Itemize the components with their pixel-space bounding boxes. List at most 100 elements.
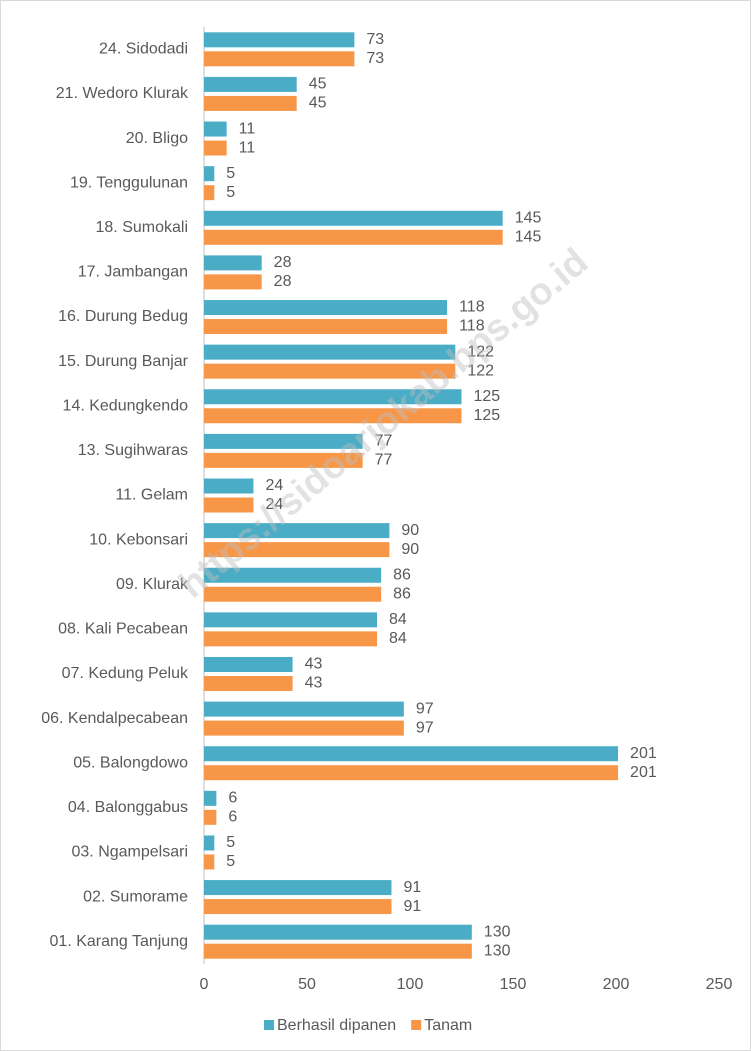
data-label: 125 [474,407,501,424]
bar [204,166,215,182]
y-tick-label: 06. Kendalpecabean [41,710,188,727]
bar [204,567,382,583]
y-tick-label: 18. Sumokali [96,219,189,236]
y-tick-label: 21. Wedoro Klurak [56,85,189,102]
bar [204,319,448,335]
data-label: 145 [515,210,542,227]
bar [204,809,217,825]
data-label: 5 [226,853,235,870]
y-tick-label: 13. Sugihwaras [78,442,188,459]
bar [204,542,390,558]
bar [204,943,472,959]
data-label: 122 [467,362,494,379]
data-label: 201 [630,764,657,781]
data-label: 43 [305,656,323,673]
bar [204,255,262,271]
y-tick-label: 10. Kebonsari [89,531,188,548]
y-tick-label: 07. Kedung Peluk [62,665,189,682]
data-label: 28 [274,254,292,271]
bar [204,408,462,424]
bar [204,76,297,92]
bar [204,478,254,494]
x-tick-label: 0 [200,976,209,993]
bar [204,344,456,360]
bar [204,185,215,201]
data-label: 130 [484,942,511,959]
bar [204,631,378,647]
bar [204,746,619,762]
bar [204,51,355,67]
y-tick-label: 05. Balongdowo [73,754,188,771]
data-label: 5 [226,184,235,201]
y-tick-label: 19. Tenggulunan [70,174,188,191]
data-label: 11 [239,139,256,156]
bar [204,210,503,226]
data-label: 45 [309,95,327,112]
data-label: 5 [226,165,235,182]
data-label: 97 [416,719,434,736]
data-label: 28 [274,273,292,290]
data-label: 118 [459,299,485,316]
legend-label: Tanam [424,1017,472,1034]
bar [204,765,619,781]
x-tick-label: 250 [706,976,733,993]
data-label: 73 [366,31,384,48]
y-tick-label: 04. Balonggabus [68,799,188,816]
bar [204,854,215,870]
bar [204,880,392,896]
y-tick-label: 15. Durung Banjar [58,353,189,370]
data-label: 84 [389,611,407,628]
data-label: 125 [474,388,501,405]
bar [204,140,227,156]
data-label: 43 [305,675,323,692]
data-label: 130 [484,923,511,940]
x-tick-label: 100 [397,976,424,993]
x-tick-label: 200 [603,976,630,993]
bar [204,523,390,539]
y-tick-label: 03. Ngampelsari [72,844,189,861]
y-tick-label: 17. Jambangan [78,264,188,281]
data-label: 84 [389,630,407,647]
data-label: 145 [515,229,542,246]
legend-swatch [264,1020,274,1030]
bar [204,300,448,316]
bar [204,452,363,468]
x-tick-label: 50 [298,976,316,993]
data-label: 122 [467,343,494,360]
bar [204,229,503,245]
bar [204,612,378,628]
legend-swatch [411,1020,422,1030]
bar [204,899,392,915]
data-label: 45 [309,76,327,93]
bar [204,389,462,405]
y-tick-label: 20. Bligo [126,130,188,147]
y-tick-label: 08. Kali Pecabean [58,621,188,638]
data-label: 77 [375,433,393,450]
data-label: 91 [403,898,421,915]
bar [204,95,297,111]
data-label: 6 [228,790,237,807]
y-tick-label: 16. Durung Bedug [58,308,188,325]
data-label: 11 [239,120,256,137]
data-label: 86 [393,566,411,583]
data-label: 24 [265,477,283,494]
bar [204,32,355,48]
bar [204,701,404,717]
y-tick-label: 14. Kedungkendo [63,397,189,414]
data-label: 91 [403,879,421,896]
data-label: 118 [459,318,485,335]
data-label: 97 [416,700,434,717]
bar [204,433,363,449]
x-tick-label: 150 [500,976,527,993]
data-label: 90 [401,522,419,539]
bar [204,121,227,137]
bar [204,656,293,672]
data-label: 6 [228,809,237,826]
bar [204,924,472,940]
data-label: 86 [393,585,411,602]
legend-label: Berhasil dipanen [277,1017,396,1034]
y-tick-label: 01. Karang Tanjung [50,933,188,950]
data-label: 24 [265,496,283,513]
data-label: 77 [375,452,393,469]
